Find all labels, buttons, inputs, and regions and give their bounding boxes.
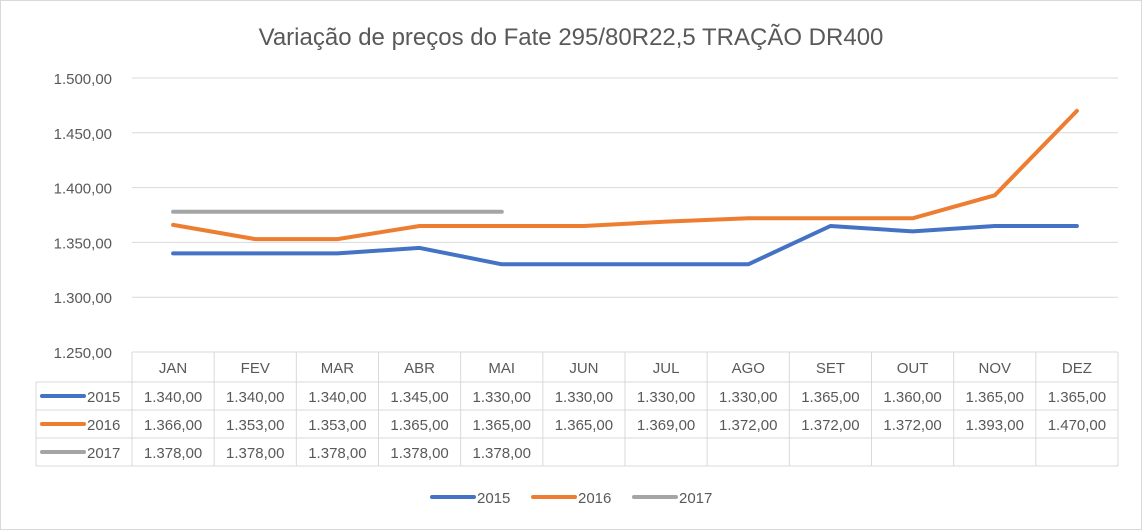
data-label: 1.372,00 [883, 417, 941, 434]
data-label: 1.378,00 [308, 445, 366, 462]
data-label: 1.340,00 [144, 389, 202, 406]
data-label: 1.393,00 [966, 417, 1024, 434]
legend-label: 2017 [679, 490, 712, 507]
x-tick-label: JAN [159, 360, 187, 377]
data-label: 1.378,00 [144, 445, 202, 462]
data-label: 1.353,00 [226, 417, 284, 434]
x-tick-label: ABR [404, 360, 435, 377]
data-label: 1.378,00 [473, 445, 531, 462]
y-tick-label: 1.450,00 [54, 126, 112, 143]
data-label: 1.365,00 [390, 417, 448, 434]
y-tick-label: 1.500,00 [54, 71, 112, 88]
table-series-name: 2016 [87, 417, 120, 434]
data-label: 1.378,00 [390, 445, 448, 462]
x-tick-label: FEV [241, 360, 270, 377]
x-tick-label: JUN [569, 360, 598, 377]
data-label: 1.345,00 [390, 389, 448, 406]
y-tick-label: 1.300,00 [54, 290, 112, 307]
data-label: 1.365,00 [966, 389, 1024, 406]
chart-title: Variação de preços do Fate 295/80R22,5 T… [259, 24, 884, 51]
x-tick-label: DEZ [1062, 360, 1092, 377]
data-label: 1.365,00 [801, 389, 859, 406]
data-label: 1.369,00 [637, 417, 695, 434]
data-label: 1.365,00 [1048, 389, 1106, 406]
data-label: 1.372,00 [719, 417, 777, 434]
data-label: 1.353,00 [308, 417, 366, 434]
legend-label: 2016 [578, 490, 611, 507]
x-tick-label: JUL [653, 360, 680, 377]
y-tick-label: 1.350,00 [54, 235, 112, 252]
data-label: 1.330,00 [473, 389, 531, 406]
x-tick-label: OUT [897, 360, 929, 377]
table-series-name: 2015 [87, 389, 120, 406]
x-tick-label: AGO [732, 360, 765, 377]
x-tick-label: SET [816, 360, 845, 377]
data-label: 1.330,00 [555, 389, 613, 406]
series-line-2015 [171, 224, 1079, 267]
data-label: 1.340,00 [308, 389, 366, 406]
data-label: 1.340,00 [226, 389, 284, 406]
data-label: 1.470,00 [1048, 417, 1106, 434]
x-tick-label: MAI [488, 360, 515, 377]
x-tick-label: NOV [978, 360, 1011, 377]
data-label: 1.330,00 [637, 389, 695, 406]
data-label: 1.365,00 [555, 417, 613, 434]
x-tick-label: MAR [321, 360, 355, 377]
data-label: 1.365,00 [473, 417, 531, 434]
data-label: 1.366,00 [144, 417, 202, 434]
data-label: 1.360,00 [883, 389, 941, 406]
y-tick-label: 1.250,00 [54, 345, 112, 362]
data-label: 1.378,00 [226, 445, 284, 462]
data-label: 1.372,00 [801, 417, 859, 434]
table-series-name: 2017 [87, 445, 120, 462]
y-tick-label: 1.400,00 [54, 181, 112, 198]
data-label: 1.330,00 [719, 389, 777, 406]
series-line-2016 [171, 108, 1079, 242]
legend-label: 2015 [477, 490, 510, 507]
